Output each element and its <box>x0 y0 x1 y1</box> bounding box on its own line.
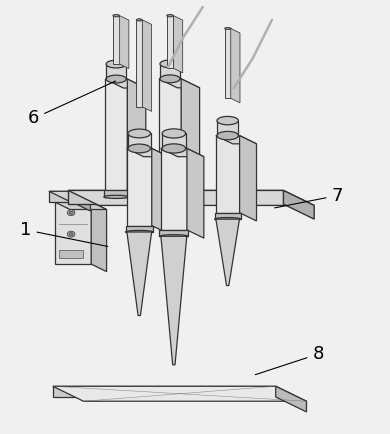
Ellipse shape <box>114 15 119 16</box>
Polygon shape <box>106 64 126 79</box>
Polygon shape <box>181 79 200 195</box>
Polygon shape <box>216 135 257 144</box>
Ellipse shape <box>128 144 151 153</box>
Polygon shape <box>53 386 276 397</box>
Polygon shape <box>104 191 128 197</box>
Ellipse shape <box>160 75 180 83</box>
Polygon shape <box>187 148 204 238</box>
Polygon shape <box>105 79 146 88</box>
Ellipse shape <box>106 60 126 68</box>
Polygon shape <box>284 191 314 219</box>
Polygon shape <box>128 133 151 148</box>
Ellipse shape <box>158 191 182 194</box>
Polygon shape <box>160 230 188 236</box>
Polygon shape <box>72 191 90 211</box>
Ellipse shape <box>162 129 186 138</box>
Polygon shape <box>215 213 241 219</box>
Polygon shape <box>91 202 106 272</box>
Polygon shape <box>128 79 146 200</box>
Ellipse shape <box>217 132 238 140</box>
Polygon shape <box>68 191 284 204</box>
Bar <box>113 16 120 64</box>
Bar <box>225 29 231 99</box>
Polygon shape <box>174 16 183 73</box>
Ellipse shape <box>160 235 188 238</box>
Polygon shape <box>239 135 257 221</box>
Polygon shape <box>55 202 106 210</box>
Ellipse shape <box>168 15 172 16</box>
Polygon shape <box>160 64 180 79</box>
Ellipse shape <box>225 27 231 30</box>
Polygon shape <box>152 148 168 234</box>
Polygon shape <box>53 386 307 401</box>
Polygon shape <box>158 186 182 192</box>
Polygon shape <box>127 232 152 316</box>
Bar <box>136 20 142 107</box>
Polygon shape <box>216 135 239 213</box>
Polygon shape <box>159 79 181 186</box>
Bar <box>55 202 91 264</box>
Polygon shape <box>217 121 238 135</box>
Ellipse shape <box>69 211 73 214</box>
Polygon shape <box>161 148 204 157</box>
Polygon shape <box>216 219 239 286</box>
Ellipse shape <box>225 28 230 30</box>
Ellipse shape <box>67 231 75 237</box>
Ellipse shape <box>126 230 153 233</box>
Ellipse shape <box>69 233 73 236</box>
Polygon shape <box>142 20 152 112</box>
Ellipse shape <box>167 14 174 17</box>
Polygon shape <box>49 191 90 200</box>
Ellipse shape <box>67 210 75 216</box>
Polygon shape <box>276 386 307 412</box>
Text: 6: 6 <box>28 81 115 128</box>
Polygon shape <box>105 79 128 191</box>
Ellipse shape <box>217 116 238 125</box>
Polygon shape <box>161 236 187 365</box>
Bar <box>59 250 83 258</box>
Ellipse shape <box>104 195 128 198</box>
Polygon shape <box>49 191 72 202</box>
Polygon shape <box>127 148 168 157</box>
Polygon shape <box>162 133 186 148</box>
Ellipse shape <box>162 144 186 153</box>
Ellipse shape <box>113 14 120 17</box>
Polygon shape <box>120 16 129 69</box>
Polygon shape <box>126 226 153 232</box>
Text: 8: 8 <box>255 345 324 375</box>
Ellipse shape <box>137 19 142 21</box>
Polygon shape <box>127 148 152 226</box>
Polygon shape <box>68 191 314 205</box>
Ellipse shape <box>106 75 126 83</box>
Ellipse shape <box>160 60 180 68</box>
Bar <box>167 16 174 68</box>
Text: 7: 7 <box>275 187 343 208</box>
Ellipse shape <box>136 19 142 21</box>
Polygon shape <box>161 148 187 230</box>
Text: 1: 1 <box>20 221 108 247</box>
Polygon shape <box>159 79 200 88</box>
Polygon shape <box>231 29 240 103</box>
Ellipse shape <box>128 129 151 138</box>
Ellipse shape <box>215 217 241 221</box>
